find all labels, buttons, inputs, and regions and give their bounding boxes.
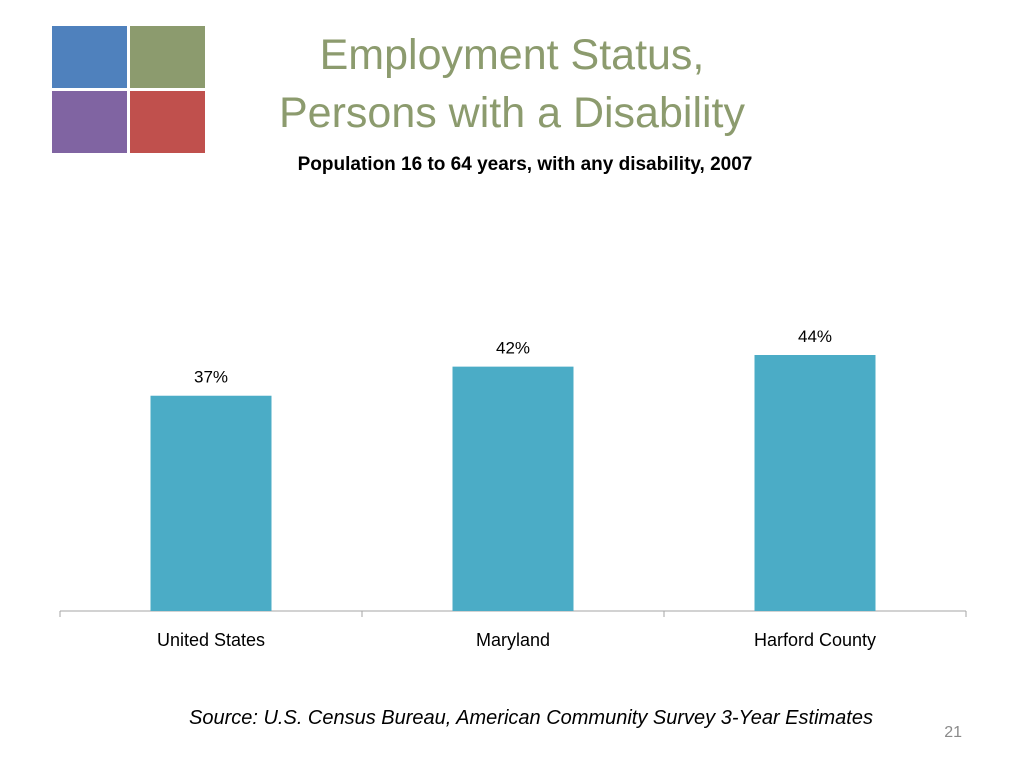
logo xyxy=(52,26,205,154)
chart-subtitle: Population 16 to 64 years, with any disa… xyxy=(297,154,753,175)
labels: 37% United States 42% Maryland 44% Harford Co… xyxy=(157,327,876,650)
source-note: Source: U.S. Census Bureau, American Com… xyxy=(189,707,873,729)
logo-square-purple xyxy=(52,91,127,153)
logo-square-blue xyxy=(52,26,127,88)
title-line-2: Persons with a Disability xyxy=(278,89,745,137)
page-number: 21 xyxy=(944,724,962,741)
axis xyxy=(59,610,967,617)
data-label: 37% xyxy=(194,368,228,387)
bar xyxy=(452,366,574,611)
x-tick-label: Harford County xyxy=(754,630,876,650)
slide-title: Employment Status, Persons with a Disabi… xyxy=(200,26,824,142)
logo-square-green xyxy=(130,26,205,88)
bar xyxy=(754,355,876,611)
bar xyxy=(150,395,272,611)
data-label: 42% xyxy=(496,339,530,358)
logo-square-red xyxy=(130,91,205,153)
data-label: 44% xyxy=(798,327,832,346)
bars xyxy=(150,355,876,611)
x-tick-label: Maryland xyxy=(476,630,550,650)
title-line-1: Employment Status, xyxy=(319,31,705,79)
x-tick-label: United States xyxy=(157,630,265,650)
